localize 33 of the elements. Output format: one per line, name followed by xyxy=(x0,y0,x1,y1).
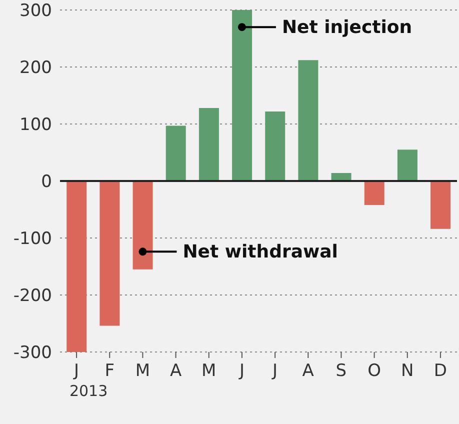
bar xyxy=(364,181,384,205)
bar xyxy=(298,60,318,181)
y-tick-label: 100 xyxy=(20,115,52,136)
y-tick-label: -100 xyxy=(13,229,52,250)
x-tick-label: J xyxy=(272,361,278,381)
y-tick-label: 300 xyxy=(20,1,52,22)
annotation: Net withdrawal xyxy=(182,242,338,263)
x-tick-label: J xyxy=(73,361,80,381)
y-tick-label: 0 xyxy=(41,172,52,192)
x-tick-label: F xyxy=(104,361,115,381)
y-tick-label: -200 xyxy=(13,286,52,306)
y-tick-label: -300 xyxy=(13,343,52,364)
x-tick-label: J xyxy=(238,361,244,381)
bar xyxy=(132,181,153,270)
bar xyxy=(198,108,219,181)
bar xyxy=(166,126,186,181)
x-tick-label: A xyxy=(302,361,314,381)
x-tick-label: O xyxy=(368,361,381,381)
annotation: Net injection xyxy=(282,17,412,38)
bar xyxy=(100,181,120,326)
bar xyxy=(66,181,87,352)
bar xyxy=(430,181,451,229)
x-tick-label: N xyxy=(401,361,414,381)
bar xyxy=(397,150,418,181)
x-tick-label: A xyxy=(170,361,182,381)
x-tick-label: D xyxy=(434,361,448,381)
x-tick-label: M xyxy=(202,361,216,381)
y-tick-label: 200 xyxy=(20,58,52,78)
x-tick-label: S xyxy=(336,361,347,381)
bar xyxy=(265,111,286,181)
x-tick-label: M xyxy=(135,361,150,381)
text: 2013 xyxy=(69,382,108,400)
bar xyxy=(232,10,252,181)
